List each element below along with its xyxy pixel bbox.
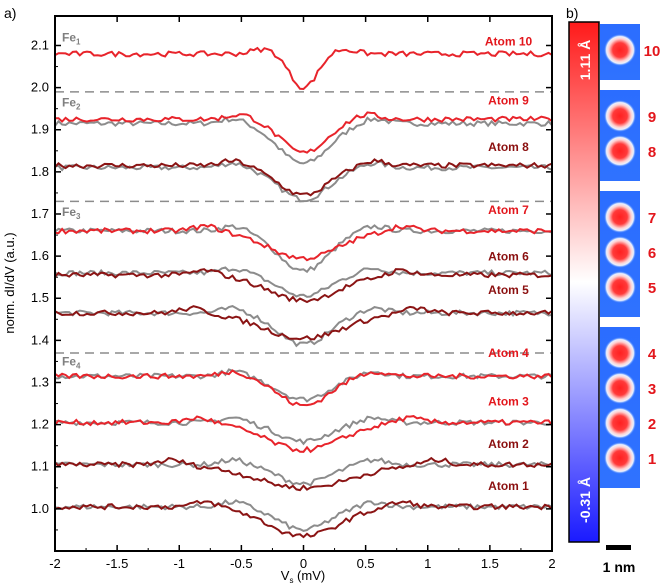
y-tick-label: 1.1 <box>31 459 49 474</box>
atom-curve <box>55 415 552 454</box>
y-tick-label: 1.3 <box>31 374 49 389</box>
y-tick-label: 1.7 <box>31 206 49 221</box>
y-tick-label: 1.9 <box>31 122 49 137</box>
curve-labels: Atom 10 Atom 9 Atom 8 Atom 7 Atom 6 Atom 5 Ato… <box>62 30 533 493</box>
atom-label: Atom 1 <box>488 479 529 493</box>
atom-blob <box>604 201 636 233</box>
reference-curve <box>55 160 552 203</box>
y-tick-label: 1.6 <box>31 248 49 263</box>
atom-curve <box>55 305 552 341</box>
y-tick-label: 1.5 <box>31 290 49 305</box>
atom-blob <box>604 236 636 268</box>
plot-frame <box>54 15 553 552</box>
x-tick-label: 1.5 <box>481 556 499 571</box>
atom-curve <box>55 499 552 539</box>
stm-images: 10 9 8 7 6 5 4 3 2 1 <box>600 24 660 488</box>
atom-number: 4 <box>648 346 657 363</box>
x-tick-label: -1 <box>173 556 185 571</box>
atom-blob <box>604 100 636 132</box>
atom-blob <box>604 337 636 369</box>
atom-curve <box>55 158 552 197</box>
x-tick-label: 0 <box>300 556 307 571</box>
atom-blob <box>604 372 636 404</box>
atom-label: Atom 10 <box>485 34 533 48</box>
axis-ticks: -2 -1.5 -1 -0.5 0 0.5 1 1.5 2 1.0 1.1 1.2 1.3 1.4 1.5 1… <box>31 16 556 571</box>
atom-label: Atom 8 <box>488 140 529 154</box>
y-axis-title: norm. dI/dV (a.u.) <box>2 232 17 333</box>
atom-label: Atom 4 <box>488 346 529 360</box>
scale-bar-line <box>606 545 631 550</box>
y-tick-label: 1.2 <box>31 417 49 432</box>
atom-curve <box>55 268 552 304</box>
atom-number: 1 <box>648 451 656 468</box>
y-tick-label: 1.0 <box>31 501 49 516</box>
atom-label: Atom 3 <box>488 395 529 409</box>
curves <box>55 46 552 539</box>
atom-label: Atom 6 <box>488 249 529 263</box>
atom-number: 8 <box>648 144 656 161</box>
atom-blob <box>604 407 636 439</box>
atom-curve <box>55 456 552 492</box>
atom-number: 6 <box>648 245 656 262</box>
atom-curve <box>55 111 552 154</box>
x-tick-label: -1.5 <box>106 556 128 571</box>
x-tick-label: 1 <box>424 556 431 571</box>
panel-a-label: a) <box>4 5 16 21</box>
atom-label: Atom 7 <box>488 203 529 217</box>
reference-curve <box>55 266 552 298</box>
reference-curve <box>55 415 552 446</box>
y-tick-label: 1.8 <box>31 164 49 179</box>
colorbar-gradient <box>568 21 600 543</box>
x-axis-title: Vs (mV) <box>281 568 325 585</box>
scale-bar: 1 nm <box>603 545 636 575</box>
x-tick-label: -0.5 <box>230 556 252 571</box>
colorbar-top-label: 1.11 Å <box>577 40 593 80</box>
y-tick-label: 2.1 <box>31 37 49 52</box>
reference-curve <box>55 224 552 274</box>
reference-curve <box>55 499 552 532</box>
atom-number: 2 <box>648 416 656 433</box>
reference-curve <box>55 116 552 165</box>
atom-curve <box>55 369 552 407</box>
atom-number: 5 <box>648 280 656 297</box>
atom-label: Atom 5 <box>488 283 529 297</box>
atom-number: 3 <box>648 381 656 398</box>
atom-number: 7 <box>648 210 656 227</box>
y-tick-label: 1.4 <box>31 332 49 347</box>
x-tick-label: 0.5 <box>357 556 375 571</box>
atom-blob <box>604 135 636 167</box>
atom-blob <box>604 271 636 303</box>
scale-bar-label: 1 nm <box>603 559 636 575</box>
fe-group-label: Fe2 <box>62 96 81 112</box>
fe-group-label: Fe1 <box>62 30 81 46</box>
reference-curve <box>55 456 552 487</box>
atom-blob <box>604 442 636 474</box>
atom-label: Atom 2 <box>488 437 529 451</box>
x-tick-label: -2 <box>49 556 61 571</box>
colorbar: 1.11 Å -0.31 Å <box>568 21 600 543</box>
colorbar-bottom-label: -0.31 Å <box>577 477 593 523</box>
x-tick-label: 2 <box>548 556 555 571</box>
atom-curve <box>55 223 552 262</box>
atom-blob <box>604 34 636 66</box>
y-tick-label: 2.0 <box>31 80 49 95</box>
atom-number: 9 <box>648 109 656 126</box>
reference-curve <box>55 305 552 348</box>
atom-number: 10 <box>644 43 661 60</box>
reference-curve <box>55 368 552 403</box>
atom-curve <box>55 46 552 91</box>
atom-label: Atom 9 <box>488 93 529 107</box>
panel-b-label: b) <box>566 5 578 21</box>
fe-group-label: Fe4 <box>62 355 81 371</box>
fe-group-label: Fe3 <box>62 205 81 221</box>
